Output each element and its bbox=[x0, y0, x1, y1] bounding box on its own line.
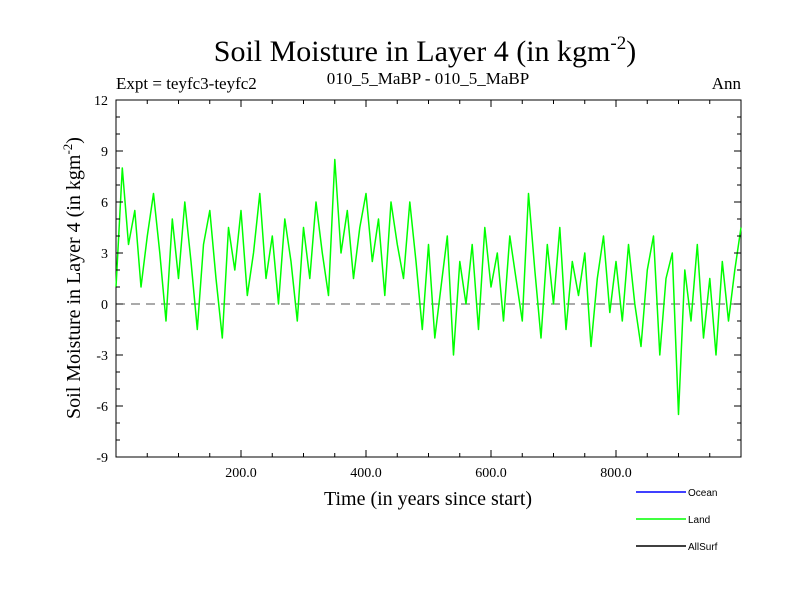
legend-label-allsurf: AllSurf bbox=[688, 542, 718, 553]
y-tick-label: -6 bbox=[96, 400, 108, 415]
subtitle-experiment: Expt = teyfc3-teyfc2 bbox=[116, 74, 257, 93]
x-tick-label: 800.0 bbox=[600, 466, 632, 481]
y-tick-label: 0 bbox=[101, 298, 108, 313]
y-axis-label: Soil Moisture in Layer 4 (in kgm-2) bbox=[60, 137, 85, 419]
legend: Ocean Land AllSurf bbox=[636, 488, 718, 553]
y-tick-label: -9 bbox=[96, 451, 108, 466]
legend-label-ocean: Ocean bbox=[688, 488, 717, 499]
legend-label-land: Land bbox=[688, 515, 710, 526]
subtitle-periods: 010_5_MaBP - 010_5_MaBP bbox=[327, 69, 529, 88]
series-line-land bbox=[115, 158, 742, 416]
subtitle-season: Ann bbox=[712, 74, 742, 93]
axes: -9 -6 -3 0 3 6 9 12 200.0 400.0 600.0 800.0 bbox=[94, 94, 741, 481]
y-tick-label: -3 bbox=[96, 349, 108, 364]
y-tick-label: 3 bbox=[101, 247, 108, 262]
y-tick-label: 9 bbox=[101, 145, 108, 160]
x-tick-label: 200.0 bbox=[225, 466, 257, 481]
chart-title: Soil Moisture in Layer 4 (in kgm-2) bbox=[214, 33, 636, 68]
x-tick-label: 400.0 bbox=[350, 466, 382, 481]
y-tick-label: 6 bbox=[101, 196, 108, 211]
x-axis-label: Time (in years since start) bbox=[324, 488, 532, 510]
y-tick-label: 12 bbox=[94, 94, 108, 109]
x-tick-label: 600.0 bbox=[475, 466, 507, 481]
